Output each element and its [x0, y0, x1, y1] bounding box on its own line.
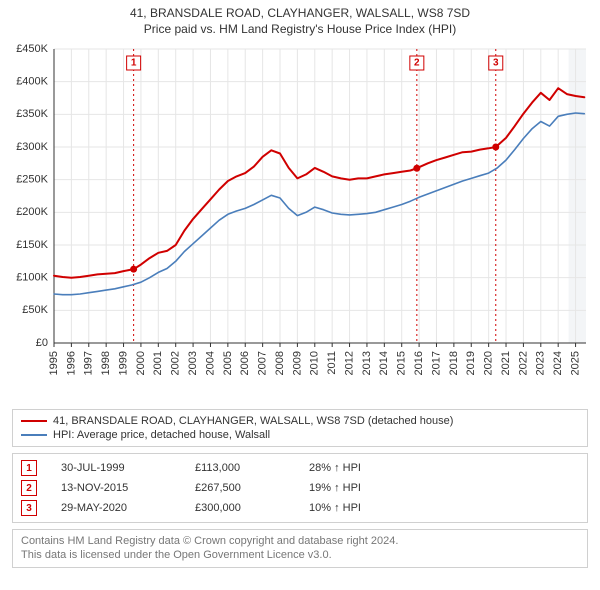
sales-row: 3 29-MAY-2020 £300,000 10% ↑ HPI: [21, 498, 579, 518]
sale-date: 29-MAY-2020: [61, 502, 171, 514]
svg-text:1996: 1996: [65, 351, 77, 375]
legend-row: 41, BRANSDALE ROAD, CLAYHANGER, WALSALL,…: [21, 414, 579, 428]
title-line-1: 41, BRANSDALE ROAD, CLAYHANGER, WALSALL,…: [0, 0, 600, 22]
svg-text:£0: £0: [36, 337, 48, 349]
svg-text:£300K: £300K: [16, 141, 48, 153]
svg-text:2017: 2017: [430, 351, 442, 375]
sale-date: 30-JUL-1999: [61, 462, 171, 474]
svg-text:1: 1: [131, 58, 137, 69]
svg-text:£150K: £150K: [16, 239, 48, 251]
svg-text:£350K: £350K: [16, 108, 48, 120]
svg-text:2: 2: [414, 58, 420, 69]
svg-text:2014: 2014: [378, 351, 390, 375]
svg-text:2010: 2010: [309, 351, 321, 375]
svg-text:2002: 2002: [170, 351, 182, 375]
svg-text:2003: 2003: [187, 351, 199, 375]
svg-text:2024: 2024: [552, 351, 564, 375]
title-line-2: Price paid vs. HM Land Registry's House …: [0, 22, 600, 38]
svg-text:2022: 2022: [517, 351, 529, 375]
legend-label: HPI: Average price, detached house, Wals…: [53, 429, 270, 441]
svg-text:2011: 2011: [326, 351, 338, 375]
sale-price: £300,000: [195, 502, 285, 514]
footer-line-2: This data is licensed under the Open Gov…: [21, 548, 579, 562]
legend: 41, BRANSDALE ROAD, CLAYHANGER, WALSALL,…: [12, 409, 588, 447]
svg-text:2005: 2005: [222, 351, 234, 375]
svg-text:2016: 2016: [413, 351, 425, 375]
svg-text:1995: 1995: [48, 351, 60, 375]
svg-text:£50K: £50K: [22, 304, 48, 316]
sale-price: £267,500: [195, 482, 285, 494]
svg-text:2012: 2012: [343, 351, 355, 375]
sale-pct: 10% ↑ HPI: [309, 502, 361, 514]
legend-label: 41, BRANSDALE ROAD, CLAYHANGER, WALSALL,…: [53, 415, 453, 427]
svg-text:£100K: £100K: [16, 272, 48, 284]
sale-marker-icon: 2: [21, 480, 37, 496]
sale-pct: 28% ↑ HPI: [309, 462, 361, 474]
legend-swatch-property: [21, 420, 47, 422]
sale-marker-icon: 1: [21, 460, 37, 476]
legend-row: HPI: Average price, detached house, Wals…: [21, 428, 579, 442]
sale-marker-icon: 3: [21, 500, 37, 516]
footer-line-1: Contains HM Land Registry data © Crown c…: [21, 534, 579, 548]
sale-pct: 19% ↑ HPI: [309, 482, 361, 494]
chart-area: £0 £50K £100K £150K £200K £250K £300K £350K £400…: [4, 43, 596, 403]
svg-text:2015: 2015: [396, 351, 408, 375]
svg-text:1999: 1999: [117, 351, 129, 375]
legend-swatch-hpi: [21, 434, 47, 436]
svg-text:£250K: £250K: [16, 174, 48, 186]
svg-text:£450K: £450K: [16, 43, 48, 55]
svg-text:2007: 2007: [257, 351, 269, 375]
svg-text:1998: 1998: [100, 351, 112, 375]
sale-date: 13-NOV-2015: [61, 482, 171, 494]
svg-text:3: 3: [493, 58, 499, 69]
svg-text:2009: 2009: [291, 351, 303, 375]
sales-row: 2 13-NOV-2015 £267,500 19% ↑ HPI: [21, 478, 579, 498]
sales-table: 1 30-JUL-1999 £113,000 28% ↑ HPI 2 13-NO…: [12, 453, 588, 523]
svg-text:2004: 2004: [204, 351, 216, 375]
svg-text:2001: 2001: [152, 351, 164, 375]
attribution-footer: Contains HM Land Registry data © Crown c…: [12, 529, 588, 568]
svg-text:2020: 2020: [483, 351, 495, 375]
svg-text:£200K: £200K: [16, 206, 48, 218]
sales-row: 1 30-JUL-1999 £113,000 28% ↑ HPI: [21, 458, 579, 478]
svg-text:1997: 1997: [83, 351, 95, 375]
line-chart: £0 £50K £100K £150K £200K £250K £300K £350K £400…: [4, 43, 596, 403]
svg-text:£400K: £400K: [16, 76, 48, 88]
svg-text:2006: 2006: [239, 351, 251, 375]
svg-text:2008: 2008: [274, 351, 286, 375]
svg-text:2021: 2021: [500, 351, 512, 375]
svg-text:2025: 2025: [569, 351, 581, 375]
svg-text:2000: 2000: [135, 351, 147, 375]
sale-price: £113,000: [195, 462, 285, 474]
chart-container: 41, BRANSDALE ROAD, CLAYHANGER, WALSALL,…: [0, 0, 600, 590]
svg-text:2018: 2018: [448, 351, 460, 375]
svg-text:2013: 2013: [361, 351, 373, 375]
svg-text:2019: 2019: [465, 351, 477, 375]
svg-text:2023: 2023: [535, 351, 547, 375]
